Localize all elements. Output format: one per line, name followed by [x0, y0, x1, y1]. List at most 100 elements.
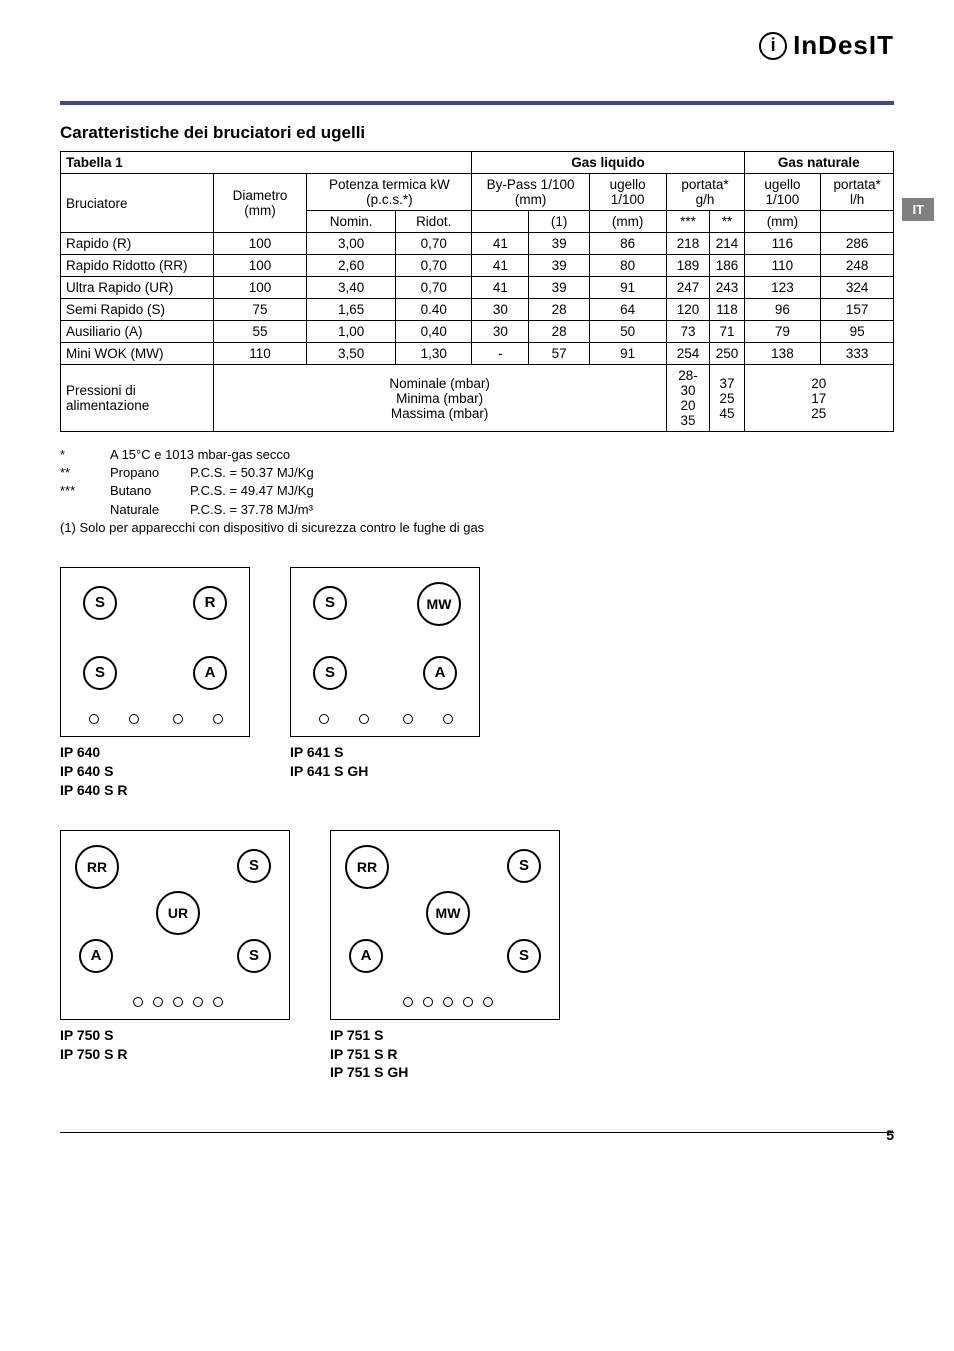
pressure-nom: Nominale (mbar) — [219, 376, 661, 391]
fn-mark — [60, 501, 110, 519]
cell: 250 — [710, 343, 744, 365]
diagram-ip751: RR S MW A S IP 751 S IP 751 S R IP 751 S… — [330, 830, 560, 1083]
sub-ridot: Ridot. — [396, 211, 472, 233]
cell: 3,40 — [307, 277, 396, 299]
cell: 91 — [589, 343, 666, 365]
knob-icon — [403, 714, 413, 724]
cell: Semi Rapido (S) — [61, 299, 214, 321]
cell: 118 — [710, 299, 744, 321]
burner-mw-icon: MW — [426, 891, 470, 935]
knob-icon — [133, 997, 143, 1007]
burner-spec-table: Tabella 1 Gas liquido Gas naturale Bruci… — [60, 151, 894, 432]
cell: 28 — [529, 321, 589, 343]
cell: 0,70 — [396, 255, 472, 277]
burner-mw-icon: MW — [417, 582, 461, 626]
col-bypass: By-Pass 1/100 (mm) — [472, 174, 589, 211]
cell: 110 — [744, 255, 821, 277]
cell: 243 — [710, 277, 744, 299]
cell: 91 — [589, 277, 666, 299]
knob-icon — [193, 997, 203, 1007]
burner-a-icon: A — [79, 939, 113, 973]
col-portata-nat: portata* l/h — [821, 174, 894, 211]
col-diametro: Diametro (mm) — [213, 174, 307, 233]
col-ugello-nat: ugello 1/100 — [744, 174, 821, 211]
knob-icon — [213, 997, 223, 1007]
pressure-nat: 20 17 25 — [744, 365, 893, 432]
table-row: Rapido (R)1003,000,70413986218214116286 — [61, 233, 894, 255]
cell: 157 — [821, 299, 894, 321]
col-group-gas-naturale: Gas naturale — [744, 152, 893, 174]
burner-s-icon: S — [313, 586, 347, 620]
sub-bp-blank — [472, 211, 529, 233]
cell: 39 — [529, 255, 589, 277]
cell: Rapido Ridotto (RR) — [61, 255, 214, 277]
logo-icon: i — [759, 32, 787, 60]
cell: 39 — [529, 277, 589, 299]
logo-text: InDesIT — [793, 30, 894, 61]
pressure-label: Pressioni di alimentazione — [61, 365, 214, 432]
cell: 64 — [589, 299, 666, 321]
col-group-gas-liquido: Gas liquido — [472, 152, 744, 174]
fn-mark: *** — [60, 482, 110, 500]
model-label: IP 640 S — [60, 762, 250, 781]
cell: 30 — [472, 299, 529, 321]
cell: 120 — [666, 299, 710, 321]
cell: 0,70 — [396, 233, 472, 255]
cell: 248 — [821, 255, 894, 277]
fn-label: Naturale — [110, 501, 190, 519]
diagram-ip640: S R S A IP 640 IP 640 S IP 640 S R — [60, 567, 250, 800]
burner-rr-icon: RR — [345, 845, 389, 889]
cell: 55 — [213, 321, 307, 343]
sub-ug-mm2: (mm) — [744, 211, 821, 233]
sub-bp1: (1) — [529, 211, 589, 233]
cell: 254 — [666, 343, 710, 365]
cell: 100 — [213, 255, 307, 277]
cell: 96 — [744, 299, 821, 321]
knob-icon — [319, 714, 329, 724]
col-potenza: Potenza termica kW (p.c.s.*) — [307, 174, 472, 211]
knob-icon — [483, 997, 493, 1007]
burner-r-icon: R — [193, 586, 227, 620]
table-row: Ausiliario (A)551,000,4030285073717995 — [61, 321, 894, 343]
cell: 71 — [710, 321, 744, 343]
cell: 1,65 — [307, 299, 396, 321]
fn-text: P.C.S. = 49.47 MJ/Kg — [190, 482, 314, 500]
cell: 73 — [666, 321, 710, 343]
pressure-liq2: 37 25 45 — [710, 365, 744, 432]
cell: 123 — [744, 277, 821, 299]
cell: 3,00 — [307, 233, 396, 255]
knob-icon — [443, 714, 453, 724]
diagram-label: IP 640 IP 640 S IP 640 S R — [60, 743, 250, 800]
diagram-label: IP 750 S IP 750 S R — [60, 1026, 290, 1064]
burner-a-icon: A — [423, 656, 457, 690]
sub-pn-blank — [821, 211, 894, 233]
model-label: IP 751 S R — [330, 1045, 560, 1064]
knob-icon — [423, 997, 433, 1007]
sub-nomin: Nomin. — [307, 211, 396, 233]
cell: 3,50 — [307, 343, 396, 365]
burner-ur-icon: UR — [156, 891, 200, 935]
model-label: IP 641 S — [290, 743, 480, 762]
cell: 41 — [472, 233, 529, 255]
cell: 50 — [589, 321, 666, 343]
cell: 186 — [710, 255, 744, 277]
burner-s-icon: S — [83, 586, 117, 620]
col-ugello-liq: ugello 1/100 — [589, 174, 666, 211]
burner-s-icon: S — [237, 939, 271, 973]
pressure-liq3: 28-30 20 35 — [666, 365, 710, 432]
cell: 41 — [472, 277, 529, 299]
cell: 110 — [213, 343, 307, 365]
cell: 0,70 — [396, 277, 472, 299]
burner-rr-icon: RR — [75, 845, 119, 889]
cell: 25 — [750, 406, 888, 421]
sub-triple: *** — [666, 211, 710, 233]
cell: 80 — [589, 255, 666, 277]
col-portata-liq: portata* g/h — [666, 174, 744, 211]
cell: 1,00 — [307, 321, 396, 343]
cell: 20 — [672, 398, 705, 413]
cell: 79 — [744, 321, 821, 343]
pressure-max: Massima (mbar) — [219, 406, 661, 421]
knob-icon — [403, 997, 413, 1007]
section-title: Caratteristiche dei bruciatori ed ugelli — [60, 123, 894, 143]
model-label: IP 640 S R — [60, 781, 250, 800]
